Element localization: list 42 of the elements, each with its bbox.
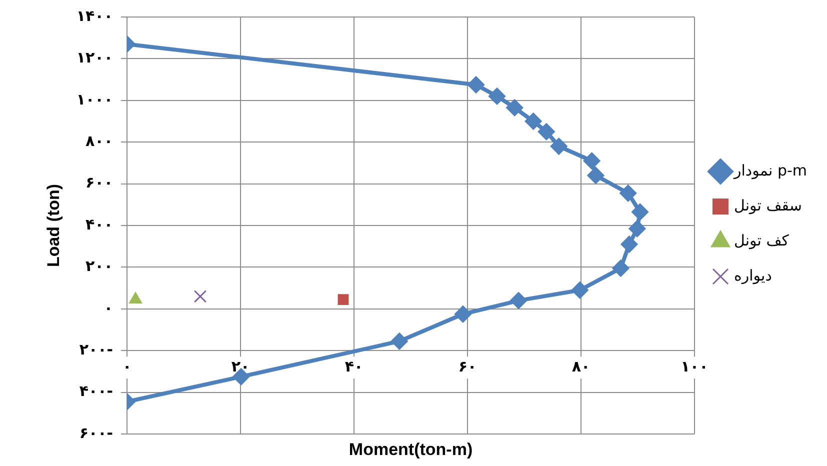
point (506, 100, 523, 116)
legend-label: کف تونل (734, 231, 790, 250)
y-tick-label: ۴۰۰- (79, 382, 114, 400)
x-tick-label: ۸۰ (572, 357, 590, 376)
y-tick-label: ۱۲۰۰ (76, 48, 114, 67)
x-tick-label: ۴۰ (344, 357, 364, 376)
x-axis-title: Moment(ton-m) (348, 440, 473, 460)
y-tick-label: ۴۰۰ (86, 215, 114, 234)
y-tick-label: ۱۴۰۰ (76, 6, 114, 25)
legend-label: سقف تونل (734, 196, 802, 214)
point (629, 220, 646, 237)
x-tick-label: ۱۰۰ (680, 357, 708, 376)
point (550, 138, 567, 154)
point (454, 306, 471, 322)
y-tick-label: ۶۰۰ (86, 174, 114, 192)
point (525, 113, 542, 130)
point (588, 167, 604, 184)
point (620, 185, 636, 202)
y-tick-label: ۲۰۰ (86, 257, 114, 276)
point (194, 290, 207, 303)
legend-label: نمودار p-m (733, 161, 808, 180)
y-tick-label: ۱۰۰۰ (76, 90, 114, 108)
legend-label: دیواره (734, 266, 772, 284)
point (621, 236, 638, 252)
y-tick-label: ۸۰۰ (86, 132, 114, 150)
point (391, 333, 408, 350)
point (632, 204, 648, 220)
point (572, 282, 588, 298)
y-tick-label: ۶۰۰- (79, 424, 114, 442)
point (538, 124, 554, 140)
point (612, 260, 629, 276)
point (489, 88, 506, 104)
point (468, 76, 484, 93)
x-tick-label: ۰ (122, 357, 132, 376)
y-tick-label: ۲۰۰- (79, 340, 114, 358)
y-axis-title: Load (ton) (44, 184, 63, 268)
point (510, 292, 527, 309)
point (584, 152, 600, 169)
point (338, 294, 349, 305)
x-tick-label: ۲۰ (231, 357, 250, 376)
x-tick-label: ۶۰ (458, 357, 477, 376)
y-tick-label: ۰ (104, 298, 114, 317)
